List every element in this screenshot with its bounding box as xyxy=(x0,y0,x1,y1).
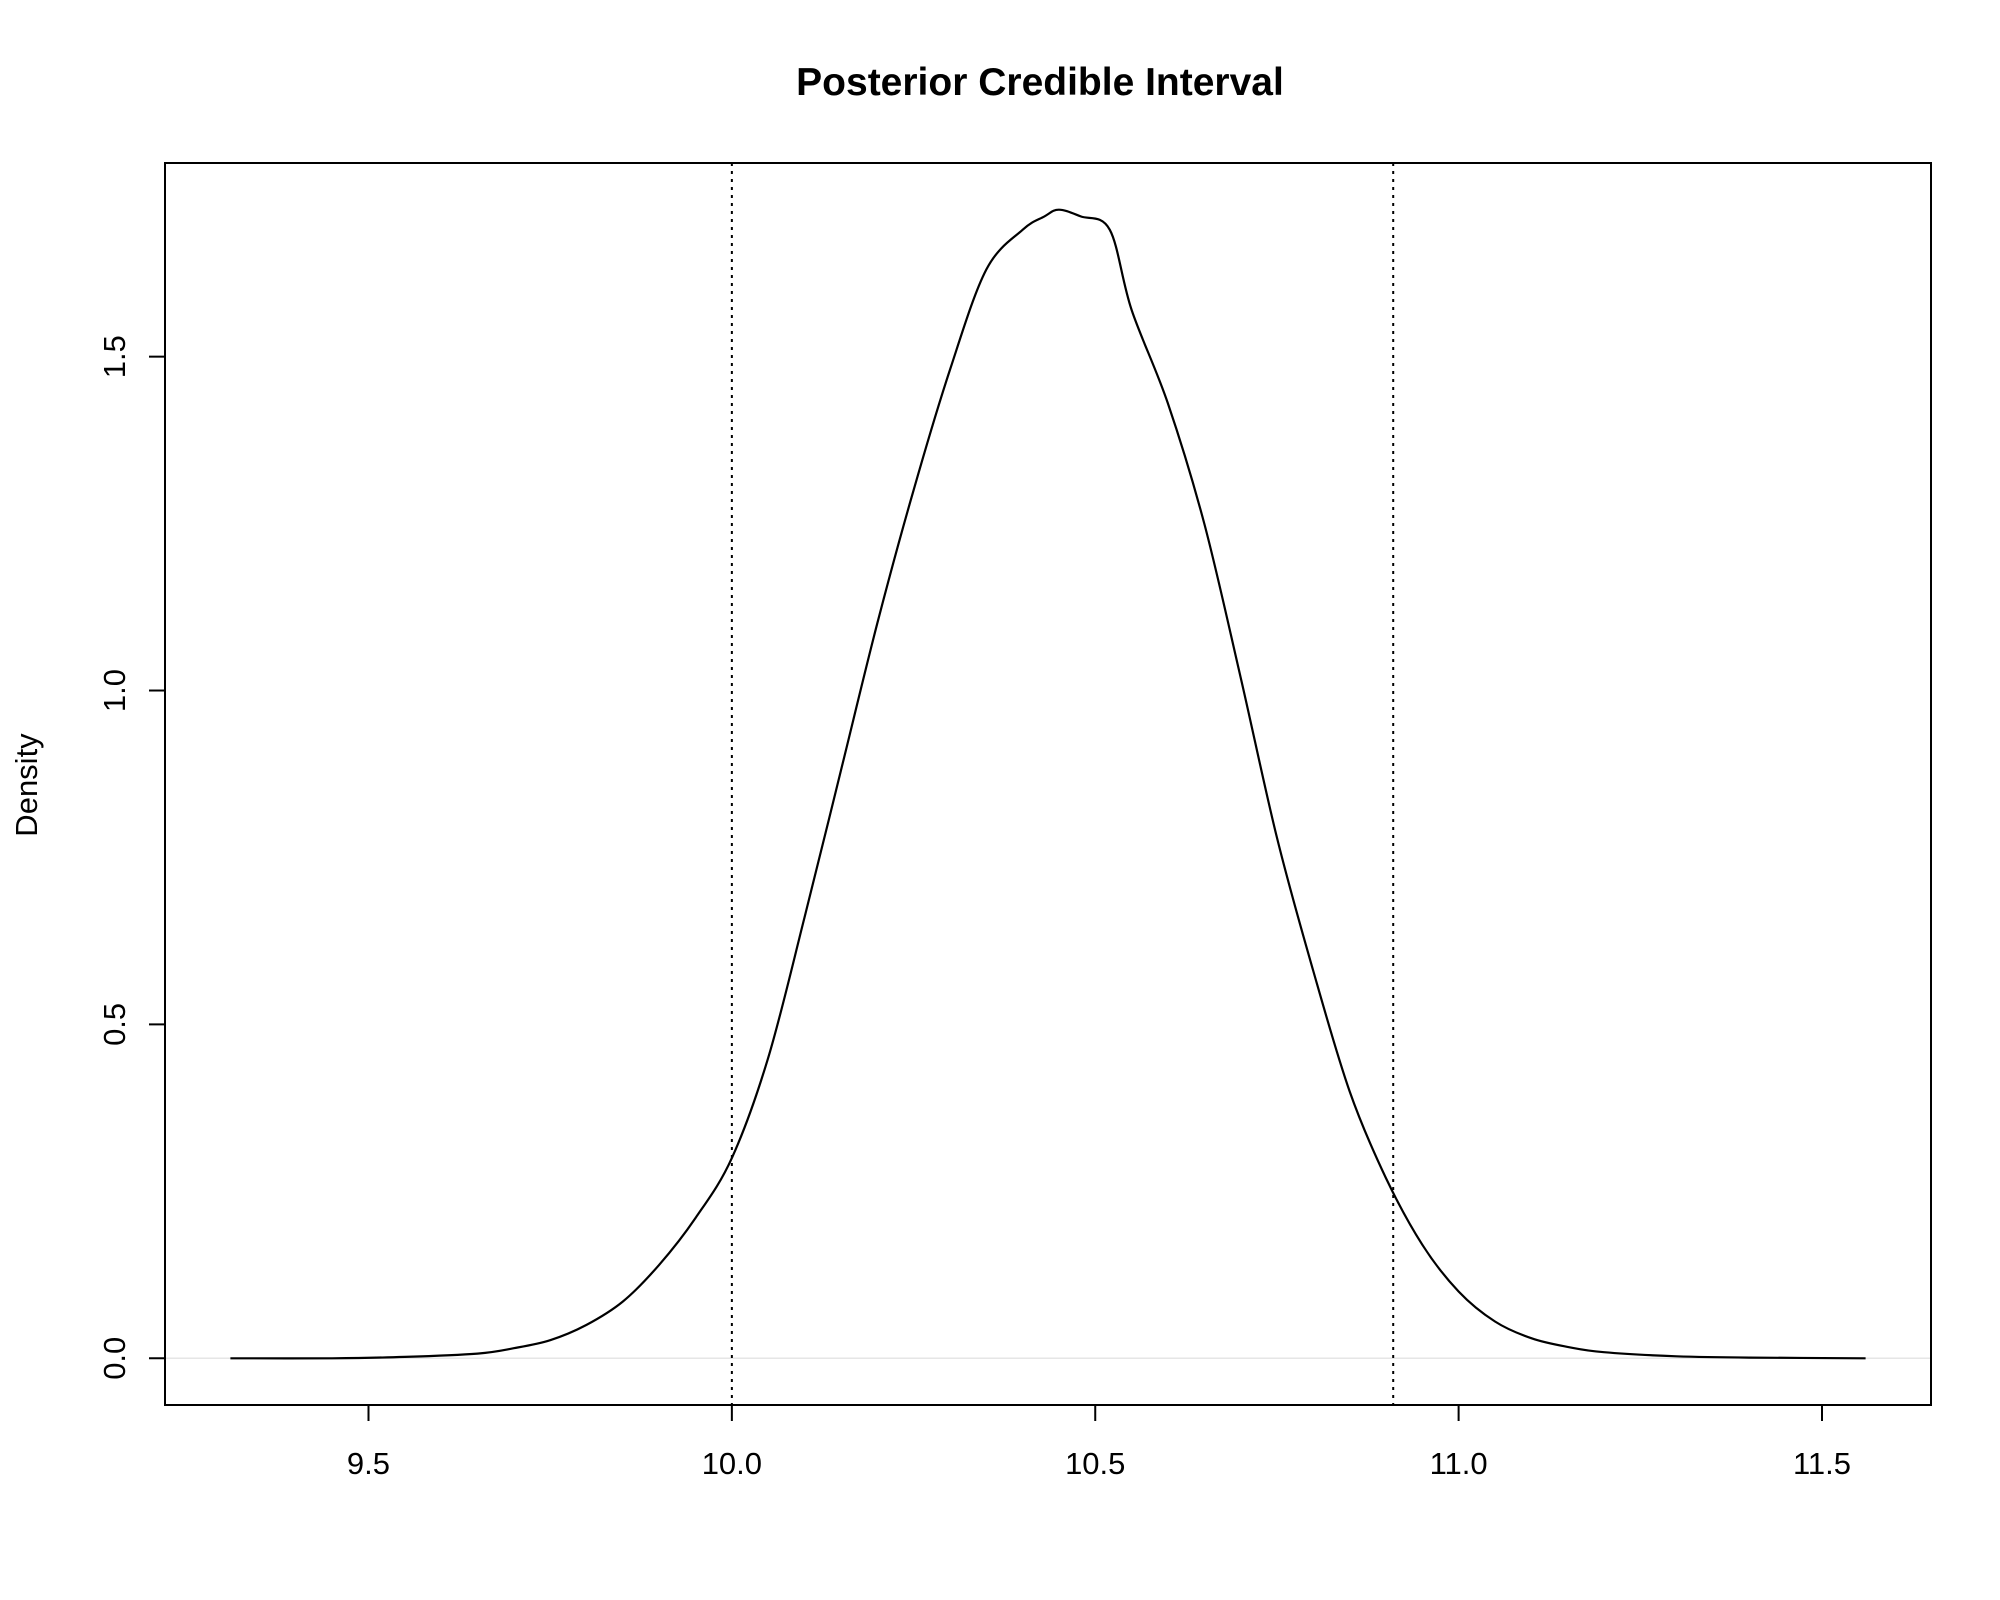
y-tick-label: 0.0 xyxy=(97,1337,132,1380)
density-curve xyxy=(230,208,1866,1360)
x-axis: 9.5 10.0 10.5 11.0 11.5 xyxy=(347,1404,1851,1481)
y-tick-label: 1.5 xyxy=(97,335,132,378)
y-tick-label: 1.0 xyxy=(97,669,132,712)
x-tick-label: 11.0 xyxy=(1430,1446,1488,1481)
credible-interval-bounds xyxy=(730,163,1395,1405)
x-tick-label: 10.5 xyxy=(1065,1446,1125,1481)
plot-frame xyxy=(164,162,1932,1406)
y-tick-label: 0.5 xyxy=(97,1003,132,1046)
chart-title: Posterior Credible Interval xyxy=(796,61,1284,104)
x-tick-label: 11.5 xyxy=(1793,1446,1851,1481)
y-axis: 0.0 0.5 1.0 1.5 xyxy=(97,335,166,1380)
y-axis-label: Density xyxy=(9,733,44,837)
x-tick-label: 10.0 xyxy=(702,1446,762,1481)
x-tick-label: 9.5 xyxy=(347,1446,390,1481)
